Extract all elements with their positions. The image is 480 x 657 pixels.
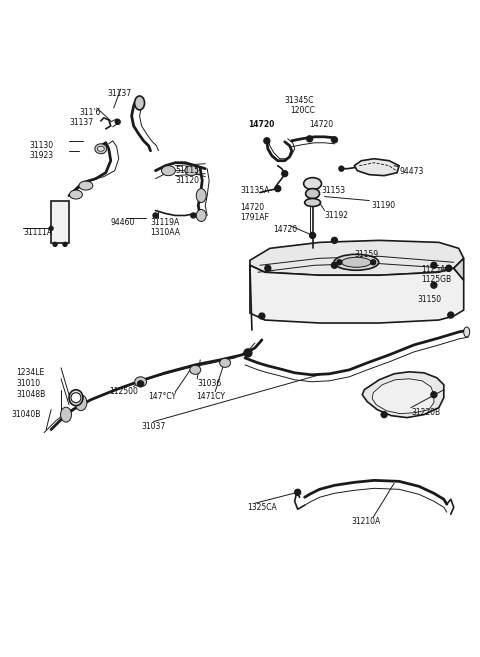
Text: 1234LE: 1234LE [16, 368, 45, 377]
Circle shape [448, 312, 454, 318]
Text: 1791AF: 1791AF [240, 214, 269, 223]
Circle shape [275, 186, 281, 192]
Circle shape [53, 242, 57, 246]
Circle shape [153, 213, 158, 218]
Text: 31159: 31159 [354, 250, 378, 260]
Ellipse shape [196, 210, 206, 221]
Text: 31010: 31010 [16, 379, 40, 388]
Polygon shape [250, 240, 464, 275]
Circle shape [431, 283, 437, 288]
Text: 1325CA: 1325CA [247, 503, 276, 512]
Text: 31150: 31150 [417, 295, 441, 304]
Text: 31119A: 31119A [151, 219, 180, 227]
Text: 1125AC: 1125AC [421, 265, 450, 274]
Circle shape [339, 166, 344, 171]
Text: 112500: 112500 [109, 387, 138, 396]
Circle shape [244, 349, 252, 357]
Text: 14720: 14720 [273, 225, 297, 235]
Circle shape [431, 392, 437, 397]
Polygon shape [250, 265, 464, 323]
Text: 1125GB: 1125GB [421, 275, 451, 284]
Circle shape [71, 393, 81, 403]
Text: 31220B: 31220B [411, 407, 440, 417]
Text: 31036: 31036 [197, 379, 221, 388]
Circle shape [310, 233, 315, 238]
Text: 31048B: 31048B [16, 390, 46, 399]
Ellipse shape [464, 327, 469, 337]
Circle shape [381, 412, 387, 418]
Text: 94473: 94473 [399, 167, 423, 175]
Polygon shape [454, 258, 464, 280]
Circle shape [49, 227, 53, 231]
Ellipse shape [75, 395, 87, 411]
Text: 31210A: 31210A [351, 517, 381, 526]
Circle shape [371, 260, 376, 265]
Text: 31111A: 31111A [23, 229, 52, 237]
Polygon shape [372, 379, 434, 414]
Ellipse shape [60, 407, 72, 422]
Polygon shape [362, 372, 444, 418]
Text: 51115: 51115 [175, 166, 199, 175]
Text: 311'6: 311'6 [79, 108, 100, 117]
Circle shape [431, 262, 437, 268]
Circle shape [115, 120, 120, 124]
Circle shape [138, 381, 144, 387]
Ellipse shape [341, 258, 371, 267]
Text: 31120: 31120 [175, 175, 199, 185]
Text: 31192: 31192 [324, 210, 348, 219]
Ellipse shape [134, 377, 146, 387]
Ellipse shape [161, 166, 175, 175]
Ellipse shape [69, 390, 83, 405]
Text: 120CC: 120CC [290, 106, 314, 115]
Circle shape [191, 213, 196, 218]
Circle shape [332, 137, 337, 143]
Circle shape [332, 262, 337, 268]
Text: 31137: 31137 [108, 89, 132, 98]
Circle shape [332, 237, 337, 243]
Circle shape [295, 489, 300, 495]
Polygon shape [51, 200, 69, 243]
Ellipse shape [190, 365, 201, 374]
Ellipse shape [185, 166, 198, 175]
Text: 147°CY: 147°CY [148, 392, 177, 401]
Text: 31130: 31130 [29, 141, 53, 150]
Circle shape [265, 265, 271, 271]
Text: 1310AA: 1310AA [151, 229, 180, 237]
Ellipse shape [304, 177, 322, 190]
Circle shape [264, 138, 270, 144]
Text: 31153: 31153 [322, 186, 346, 194]
Text: 31923: 31923 [29, 150, 53, 160]
Text: 31135A: 31135A [240, 186, 269, 194]
Circle shape [63, 242, 67, 246]
Text: 14720: 14720 [310, 120, 334, 129]
Ellipse shape [334, 254, 379, 270]
Ellipse shape [97, 147, 104, 151]
Circle shape [446, 265, 452, 271]
Ellipse shape [220, 358, 230, 367]
Ellipse shape [134, 96, 144, 110]
Text: 31137: 31137 [69, 118, 93, 127]
Text: 31190: 31190 [371, 200, 396, 210]
Ellipse shape [306, 189, 320, 198]
Text: 31040B: 31040B [12, 410, 41, 419]
Ellipse shape [79, 181, 93, 190]
Circle shape [307, 136, 312, 142]
Ellipse shape [95, 144, 107, 154]
Ellipse shape [305, 198, 321, 206]
Text: 31037: 31037 [142, 422, 166, 430]
Text: 14720: 14720 [248, 120, 275, 129]
Text: 1471CY: 1471CY [196, 392, 225, 401]
Circle shape [282, 171, 288, 177]
Circle shape [295, 490, 300, 495]
Text: 14720: 14720 [240, 202, 264, 212]
Polygon shape [354, 159, 399, 175]
Ellipse shape [70, 190, 83, 199]
Text: 31345C: 31345C [285, 96, 314, 105]
Circle shape [259, 313, 265, 319]
Ellipse shape [196, 189, 206, 202]
Circle shape [337, 260, 342, 265]
Text: 94460: 94460 [111, 219, 135, 227]
